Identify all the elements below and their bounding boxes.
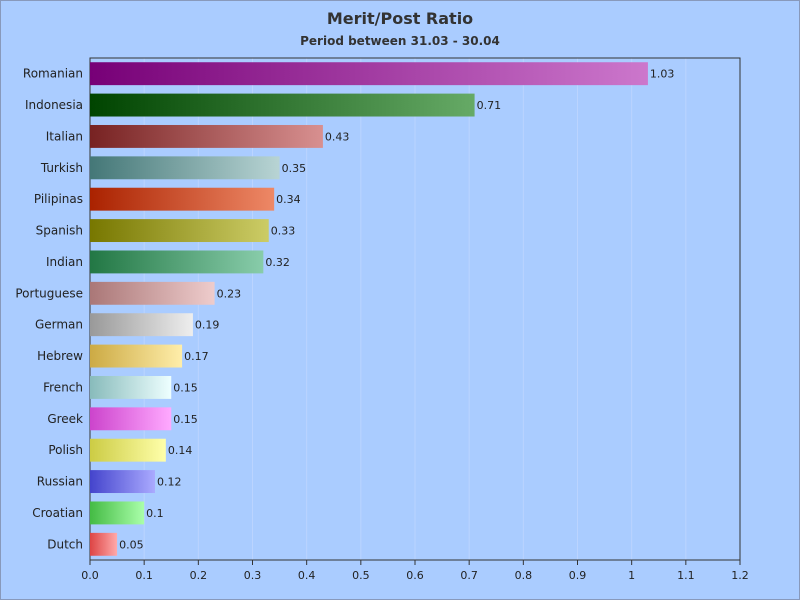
bar-french [90, 375, 172, 399]
bar-romanian [90, 62, 648, 86]
data-label-indian: 0.32 [265, 256, 290, 269]
bar-pilipinas [90, 187, 275, 211]
category-label-french: French [43, 380, 83, 394]
data-label-hebrew: 0.17 [184, 350, 209, 363]
data-label-french: 0.15 [173, 381, 198, 394]
bar-indian [90, 250, 264, 274]
x-tick-label: 1.1 [677, 569, 695, 582]
x-tick-label: 0.3 [244, 569, 262, 582]
chart-title: Merit/Post Ratio [327, 9, 473, 28]
category-label-spanish: Spanish [36, 224, 83, 238]
bar-hebrew [90, 344, 183, 368]
bar-german [90, 313, 193, 337]
data-label-polish: 0.14 [168, 444, 193, 457]
bar-croatian [90, 501, 145, 525]
x-tick-label: 0.2 [190, 569, 208, 582]
data-label-romanian: 1.03 [650, 68, 675, 81]
data-label-pilipinas: 0.34 [276, 193, 301, 206]
x-tick-label: 0.0 [81, 569, 99, 582]
x-tick-label: 0.1 [135, 569, 153, 582]
x-tick-label: 1 [628, 569, 635, 582]
x-tick-label: 0.6 [406, 569, 424, 582]
bar-greek [90, 407, 172, 431]
data-label-spanish: 0.33 [271, 225, 296, 238]
data-label-italian: 0.43 [325, 130, 350, 143]
chart-subtitle: Period between 31.03 - 30.04 [300, 34, 500, 48]
x-tick-label: 0.8 [515, 569, 533, 582]
x-tick-label: 0.4 [298, 569, 316, 582]
data-label-portuguese: 0.23 [217, 287, 242, 300]
data-label-greek: 0.15 [173, 413, 198, 426]
category-label-pilipinas: Pilipinas [34, 192, 83, 206]
category-label-polish: Polish [48, 443, 83, 457]
data-label-croatian: 0.1 [146, 507, 164, 520]
x-tick-label: 1.2 [731, 569, 749, 582]
x-axis: 0.0 0.1 0.2 0.3 0.4 0.5 0.6 0.7 0.8 0.9 1 1.1 1.2 [81, 560, 749, 582]
bar-russian [90, 470, 155, 494]
x-tick-label: 0.7 [460, 569, 478, 582]
bar-spanish [90, 219, 269, 243]
category-label-greek: Greek [47, 412, 83, 426]
data-label-german: 0.19 [195, 319, 220, 332]
category-label-hebrew: Hebrew [37, 349, 83, 363]
category-label-german: German [35, 318, 83, 332]
bar-indonesia [90, 93, 475, 117]
category-label-russian: Russian [37, 475, 83, 489]
bar-turkish [90, 156, 280, 180]
category-label-italian: Italian [46, 129, 83, 143]
bar-polish [90, 438, 166, 462]
x-tick-label: 0.5 [352, 569, 370, 582]
bars: 1.03 0.71 0.43 0.35 0.34 0.33 0.32 0.23 0.19 0.17… [90, 62, 674, 556]
bar-dutch [90, 532, 118, 556]
bar-italian [90, 124, 323, 148]
data-label-russian: 0.12 [157, 476, 182, 489]
category-label-romanian: Romanian [23, 67, 83, 81]
data-label-indonesia: 0.71 [477, 99, 502, 112]
data-label-turkish: 0.35 [282, 162, 307, 175]
data-label-dutch: 0.05 [119, 538, 144, 551]
category-label-portuguese: Portuguese [15, 286, 83, 300]
category-label-indian: Indian [46, 255, 83, 269]
category-label-indonesia: Indonesia [25, 98, 83, 112]
x-tick-label: 0.9 [569, 569, 587, 582]
category-label-turkish: Turkish [40, 161, 83, 175]
category-label-dutch: Dutch [47, 537, 83, 551]
bar-portuguese [90, 281, 215, 305]
category-labels: Romanian Indonesia Italian Turkish Pilipinas… [15, 67, 83, 552]
category-label-croatian: Croatian [32, 506, 83, 520]
